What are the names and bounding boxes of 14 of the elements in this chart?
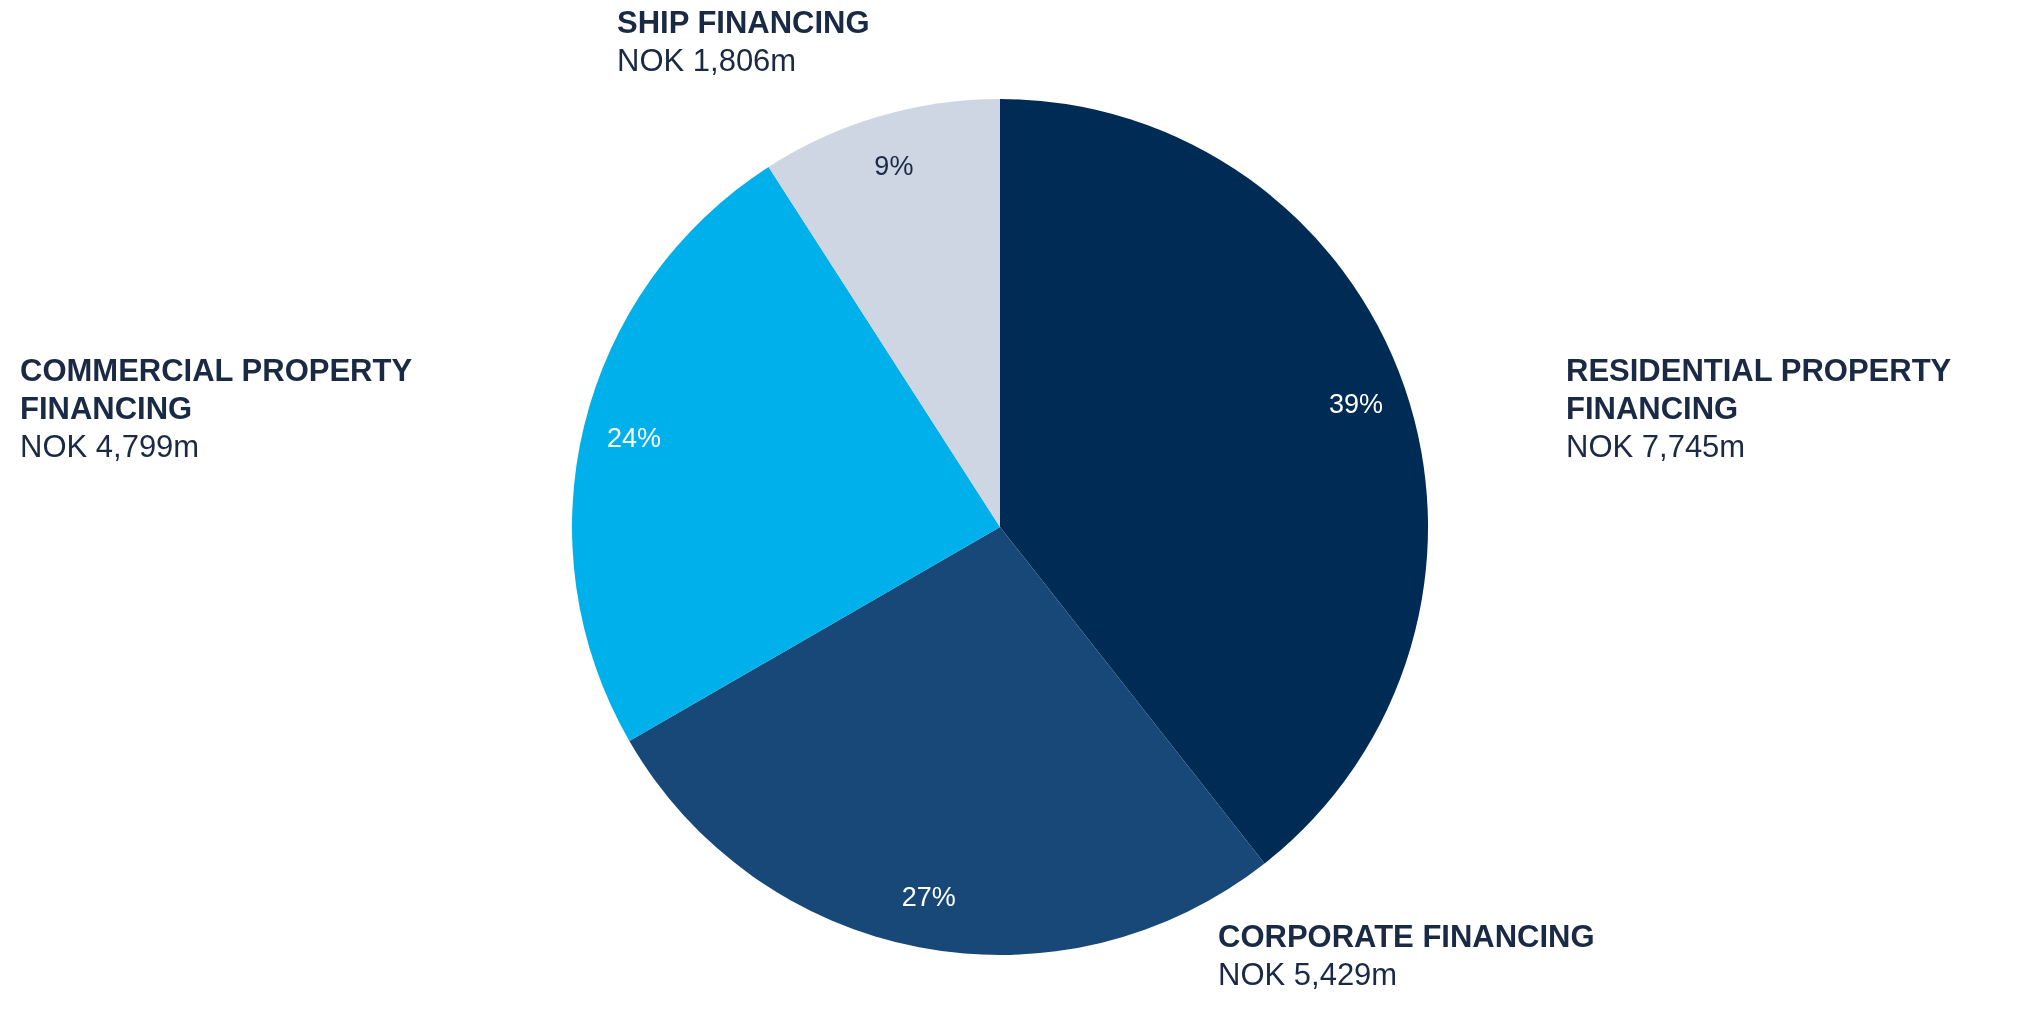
text: NOK 4,799m [20, 428, 201, 466]
text: NOK 5,429m [1218, 956, 1399, 994]
slice-label: RESIDENTIAL PROPERTY FINANCING [1566, 352, 1952, 428]
slice-label: SHIP FINANCING [617, 4, 871, 42]
text: NOK 1,806m [617, 42, 798, 80]
text: NOK 7,745m [1566, 428, 1747, 466]
data-label: 9% [874, 150, 914, 181]
data-label: 39% [1328, 388, 1383, 419]
slice-label: COMMERCIAL PROPERTY FINANCING [20, 352, 413, 428]
data-label: 27% [901, 881, 956, 912]
pie-slice [768, 99, 1000, 527]
slice-label: CORPORATE FINANCING [1218, 918, 1596, 956]
pie-slice [1000, 99, 1428, 864]
data-label: 24% [606, 423, 661, 454]
